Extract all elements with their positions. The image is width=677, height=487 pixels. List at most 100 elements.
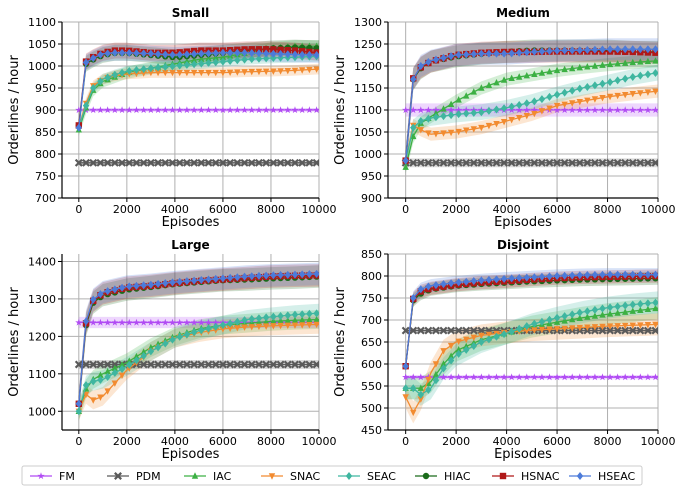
- marker-hseac: [402, 362, 409, 371]
- y-tick-label: 900: [361, 192, 382, 205]
- marker-fm: [629, 106, 637, 114]
- marker-hseac: [538, 272, 546, 281]
- legend-label-hiac: HIAC: [444, 470, 471, 483]
- marker-iac: [629, 307, 636, 314]
- marker-hseac: [169, 50, 176, 59]
- x-tick-label: 8000: [257, 203, 285, 216]
- marker-pdm: [439, 326, 448, 335]
- marker-seac: [118, 364, 126, 373]
- marker-fm: [204, 106, 213, 114]
- marker-hseac: [432, 55, 440, 64]
- marker-hseac: [82, 317, 90, 326]
- marker-pdm: [621, 326, 630, 335]
- marker-seac: [90, 377, 97, 386]
- marker-seac: [169, 335, 176, 344]
- marker-hseac: [212, 274, 219, 283]
- marker-fm: [629, 373, 637, 381]
- y-tick-label: 1300: [354, 16, 382, 29]
- marker-hseac: [553, 46, 561, 55]
- marker-fm: [409, 106, 417, 114]
- marker-seac: [241, 316, 248, 325]
- marker-seac: [599, 304, 606, 313]
- marker-seac: [652, 69, 658, 78]
- marker-seac: [234, 56, 241, 65]
- marker-fm: [183, 106, 191, 114]
- y-tick-label: 1000: [28, 60, 56, 73]
- marker-pdm: [197, 360, 206, 369]
- marker-snac: [306, 321, 313, 329]
- marker-hseac: [425, 282, 432, 291]
- marker-hsnac: [270, 46, 277, 53]
- marker-seac: [402, 384, 409, 393]
- marker-snac: [410, 409, 417, 417]
- marker-snac: [621, 322, 629, 330]
- marker-hseac: [198, 49, 205, 58]
- marker-snac: [291, 322, 299, 329]
- marker-seac: [637, 299, 644, 308]
- y-tick-label: 1050: [28, 38, 56, 51]
- marker-seac: [241, 55, 248, 64]
- marker-iac: [516, 73, 523, 80]
- marker-pdm: [651, 158, 658, 167]
- marker-seac: [190, 60, 198, 69]
- marker-pdm: [146, 360, 155, 369]
- marker-pdm: [469, 326, 478, 335]
- marker-seac: [313, 309, 319, 318]
- marker-hseac: [97, 50, 104, 59]
- x-tick-label: 10000: [641, 203, 676, 216]
- x-tick-label: 2000: [113, 435, 141, 448]
- marker-snac: [644, 322, 652, 329]
- marker-hseac: [425, 58, 432, 67]
- x-tick-label: 8000: [257, 435, 285, 448]
- marker-iac: [553, 66, 561, 74]
- marker-snac: [162, 69, 169, 77]
- marker-seac: [425, 385, 432, 394]
- x-axis-label: Episodes: [494, 215, 552, 230]
- marker-snac: [485, 122, 493, 130]
- marker-seac: [478, 338, 485, 346]
- marker-seac: [455, 110, 462, 119]
- marker-pdm: [401, 326, 410, 335]
- marker-hseac: [531, 273, 538, 282]
- y-tick-label: 1100: [28, 368, 56, 381]
- marker-iac: [561, 65, 568, 73]
- marker-hseac: [255, 49, 263, 58]
- marker-hseac: [97, 290, 104, 299]
- marker-snac: [637, 322, 644, 329]
- marker-hseac: [154, 279, 162, 288]
- marker-seac: [493, 105, 500, 114]
- marker-pdm: [606, 158, 615, 167]
- marker-fm: [515, 373, 523, 381]
- marker-pdm: [560, 158, 569, 167]
- marker-pdm: [507, 158, 516, 167]
- marker-seac: [118, 68, 126, 77]
- marker-fm: [118, 318, 126, 326]
- marker-fm: [190, 318, 198, 326]
- marker-iac: [140, 348, 147, 355]
- marker-fm: [183, 318, 191, 326]
- marker-snac: [599, 323, 606, 331]
- y-tick-label: 1250: [354, 38, 382, 51]
- marker-fm: [583, 106, 591, 114]
- marker-pdm: [636, 326, 645, 335]
- marker-fm: [576, 373, 584, 381]
- marker-hseac: [644, 45, 652, 54]
- marker-seac: [531, 319, 538, 328]
- marker-fm: [561, 106, 569, 114]
- marker-pdm: [226, 158, 235, 167]
- legend-marker-iac: [191, 472, 199, 479]
- marker-iac: [637, 306, 644, 313]
- marker-hseac: [561, 46, 568, 55]
- legend-marker-hiac: [422, 472, 430, 480]
- marker-pdm: [477, 158, 486, 167]
- marker-iac: [584, 63, 591, 70]
- marker-hseac: [90, 295, 97, 304]
- marker-snac: [97, 394, 104, 401]
- marker-fm: [255, 106, 263, 114]
- marker-snac: [584, 324, 591, 331]
- marker-pdm: [454, 326, 463, 335]
- marker-iac: [432, 109, 440, 117]
- marker-seac: [75, 407, 83, 416]
- marker-pdm: [598, 326, 607, 335]
- marker-seac: [262, 54, 270, 63]
